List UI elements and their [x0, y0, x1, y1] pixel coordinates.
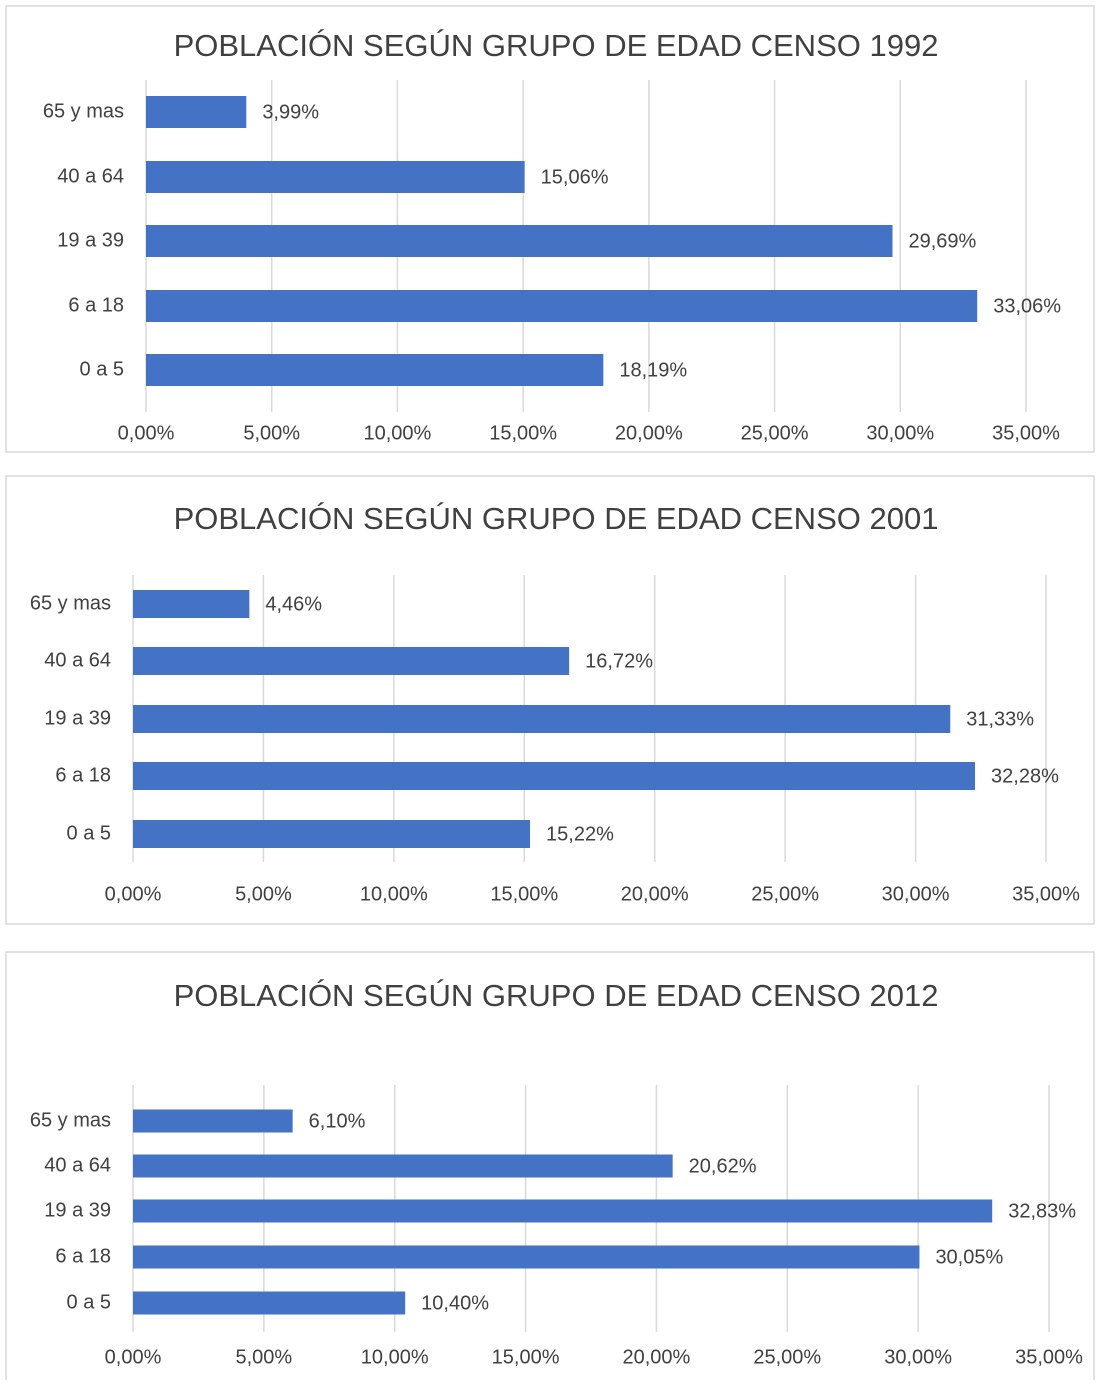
y-tick-label: 65 y mas	[30, 592, 111, 614]
chart-title: POBLACIÓN SEGÚN GRUPO DE EDAD CENSO 2001	[174, 501, 939, 536]
bar	[146, 290, 978, 322]
x-tick-label: 0,00%	[105, 883, 162, 905]
y-tick-label: 65 y mas	[30, 1109, 111, 1131]
data-label: 29,69%	[908, 230, 976, 252]
x-tick-label: 20,00%	[623, 1346, 691, 1368]
x-tick-label: 25,00%	[741, 422, 809, 444]
data-label: 15,06%	[541, 166, 609, 188]
x-tick-label: 0,00%	[105, 1346, 162, 1368]
bar	[133, 820, 531, 848]
bar	[133, 1154, 673, 1178]
data-label: 4,46%	[265, 593, 322, 615]
bar	[133, 1109, 293, 1133]
x-tick-label: 25,00%	[751, 883, 819, 905]
x-tick-label: 5,00%	[235, 1346, 292, 1368]
x-tick-label: 15,00%	[492, 1346, 560, 1368]
chart-frame	[5, 475, 1095, 925]
bar	[133, 1245, 920, 1269]
data-label: 32,28%	[991, 765, 1059, 787]
y-tick-label: 0 a 5	[67, 822, 111, 844]
y-tick-label: 6 a 18	[55, 1245, 111, 1267]
bar	[133, 647, 570, 675]
bar	[146, 354, 604, 386]
x-tick-label: 15,00%	[490, 883, 558, 905]
bar	[133, 705, 951, 733]
data-label: 20,62%	[689, 1155, 757, 1177]
x-tick-label: 35,00%	[1015, 1346, 1083, 1368]
y-tick-label: 65 y mas	[43, 100, 124, 122]
y-tick-label: 19 a 39	[57, 229, 124, 251]
y-tick-label: 40 a 64	[44, 649, 111, 671]
x-tick-label: 15,00%	[489, 422, 557, 444]
bar	[133, 762, 976, 790]
data-label: 30,05%	[935, 1246, 1003, 1268]
data-label: 33,06%	[993, 295, 1061, 317]
bar	[133, 1199, 993, 1223]
x-tick-label: 35,00%	[992, 422, 1060, 444]
bar	[146, 161, 525, 193]
data-label: 32,83%	[1008, 1200, 1076, 1222]
data-label: 31,33%	[966, 708, 1034, 730]
chart-title: POBLACIÓN SEGÚN GRUPO DE EDAD CENSO 1992	[174, 28, 939, 63]
bar	[146, 225, 893, 257]
x-tick-label: 25,00%	[753, 1346, 821, 1368]
x-tick-label: 0,00%	[118, 422, 175, 444]
x-tick-label: 20,00%	[621, 883, 689, 905]
y-tick-label: 0 a 5	[67, 1291, 111, 1313]
x-tick-label: 10,00%	[361, 1346, 429, 1368]
data-label: 3,99%	[262, 101, 319, 123]
x-tick-label: 5,00%	[243, 422, 300, 444]
x-tick-label: 5,00%	[235, 883, 292, 905]
y-tick-label: 6 a 18	[68, 294, 124, 316]
y-tick-label: 19 a 39	[44, 707, 111, 729]
data-label: 15,22%	[546, 823, 614, 845]
data-label: 10,40%	[421, 1292, 489, 1314]
y-tick-label: 0 a 5	[80, 358, 124, 380]
x-tick-label: 30,00%	[882, 883, 950, 905]
x-tick-label: 30,00%	[884, 1346, 952, 1368]
y-tick-label: 19 a 39	[44, 1199, 111, 1221]
bar	[133, 1291, 406, 1315]
bar	[146, 96, 247, 128]
chart-title: POBLACIÓN SEGÚN GRUPO DE EDAD CENSO 2012	[174, 978, 939, 1013]
data-label: 18,19%	[619, 359, 687, 381]
x-tick-label: 35,00%	[1012, 883, 1080, 905]
bar	[133, 590, 250, 618]
x-tick-label: 30,00%	[866, 422, 934, 444]
x-tick-label: 10,00%	[364, 422, 432, 444]
x-tick-label: 20,00%	[615, 422, 683, 444]
data-label: 6,10%	[309, 1110, 366, 1132]
y-tick-label: 40 a 64	[44, 1154, 111, 1176]
data-label: 16,72%	[585, 650, 653, 672]
x-tick-label: 10,00%	[360, 883, 428, 905]
y-tick-label: 40 a 64	[57, 165, 124, 187]
y-tick-label: 6 a 18	[55, 764, 111, 786]
